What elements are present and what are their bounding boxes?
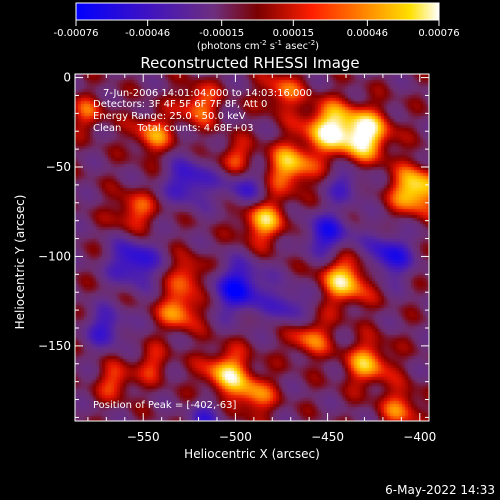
annotation-time-range: 7-Jun-2006 14:01:04.000 to 14:03:16.000 (103, 88, 312, 99)
y-tick-label: −100 (38, 249, 71, 263)
y-tick-label: −50 (46, 160, 71, 174)
plot-area: −550 −500 −450 −400 0 −50 −100 −150 (38, 71, 436, 444)
y-axis-label: Heliocentric Y (arcsec) (13, 195, 27, 330)
colorbar-tick-label: -0.00015 (199, 28, 244, 39)
annotation-clean-counts: Clean Total counts: 4.68E+03 (93, 123, 253, 134)
annotation-energy-range: Energy Range: 25.0 - 50.0 keV (93, 111, 246, 122)
colorbar-unit-label: (photons cm-2 s-1 asec-2) (197, 39, 319, 52)
plot-frame (74, 73, 430, 422)
colorbar-gradient (75, 2, 440, 21)
peak-position-label: Position of Peak = [-402,-63] (93, 400, 237, 411)
y-tick-label: 0 (63, 71, 71, 85)
x-tick-label: −450 (311, 430, 344, 444)
colorbar-ticks: -0.00076 -0.00046 -0.00015 0.00015 0.00046 0.… (54, 20, 460, 39)
colorbar-tick-label: 0.00015 (273, 28, 314, 39)
annotation-block: 7-Jun-2006 14:01:04.000 to 14:03:16.000 … (93, 88, 312, 134)
x-tick-label: −400 (403, 430, 436, 444)
colorbar-tick-label: 0.00046 (347, 28, 388, 39)
colorbar-tick-label: -0.00076 (54, 28, 99, 39)
footer-date: 6-May-2022 14:33 (385, 483, 495, 497)
colorbar-tick-label: 0.00076 (418, 28, 459, 39)
colorbar-tick-label: -0.00046 (125, 28, 170, 39)
heatmap-image (75, 74, 429, 421)
y-tick-label: −150 (38, 339, 71, 353)
colorbar: -0.00076 -0.00046 -0.00015 0.00015 0.00046 0.… (54, 2, 460, 52)
x-axis-label: Heliocentric X (arcsec) (184, 447, 320, 461)
annotation-detectors: Detectors: 3F 4F 5F 6F 7F 8F, Att 0 (93, 99, 267, 110)
x-tick-label: −500 (219, 430, 252, 444)
x-axis-ticks: −550 −500 −450 −400 (87, 74, 436, 444)
x-tick-label: −550 (127, 430, 160, 444)
chart-title: Reconstructed RHESSI Image (140, 54, 359, 72)
y-axis-ticks: 0 −50 −100 −150 (38, 71, 429, 418)
